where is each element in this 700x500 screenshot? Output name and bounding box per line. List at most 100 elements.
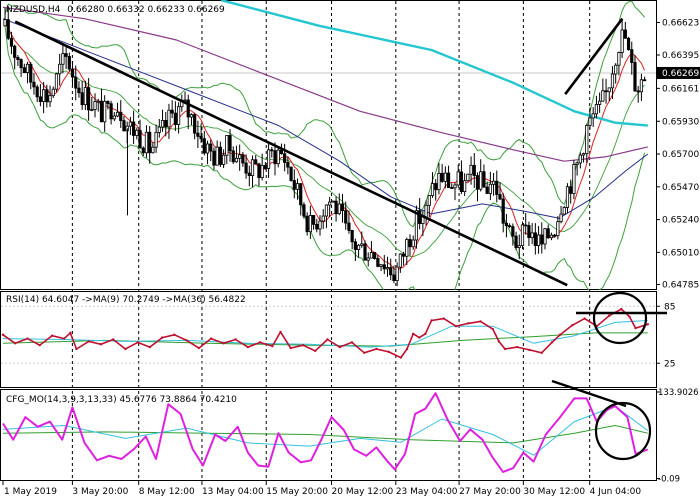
- rsi-point: [399, 356, 403, 359]
- candle-body: [270, 149, 274, 152]
- candle-body: [414, 210, 419, 241]
- candle-body: [437, 172, 441, 191]
- candle-body: [594, 104, 599, 115]
- candle-body: [241, 154, 245, 164]
- time-axis: 1 May 2019 3 May 20:00 8 May 12:00 13 May 0…: [2, 481, 642, 497]
- candle-body: [70, 68, 75, 78]
- candle-body: [80, 92, 84, 106]
- candle-body: [160, 119, 165, 128]
- candle-body: [424, 204, 428, 218]
- candle-body: [3, 19, 7, 27]
- rsi-point: [234, 338, 237, 341]
- candle-body: [607, 87, 611, 93]
- candle-body: [450, 187, 454, 189]
- time-label: 30 May 12:00: [523, 487, 585, 497]
- candle-body: [141, 147, 145, 154]
- cfg-tick-label: -0.09: [658, 474, 680, 484]
- rsi-point: [540, 351, 543, 354]
- candle-body: [421, 216, 425, 224]
- rsi-point: [528, 348, 531, 352]
- candle-body: [87, 87, 91, 111]
- candle-body: [167, 109, 171, 128]
- candle-body: [135, 129, 139, 136]
- rsi-point: [63, 337, 66, 340]
- cfg-tick-label: 133.9026: [658, 388, 699, 398]
- candle-body: [610, 73, 615, 89]
- candle-body: [559, 213, 563, 223]
- candle-body: [511, 226, 515, 237]
- candle-body: [565, 186, 570, 208]
- candle-body: [45, 89, 49, 103]
- rsi-point: [550, 341, 554, 344]
- time-label: 4 Jun 04:00: [590, 487, 642, 497]
- rsi-tick-label: 85: [664, 302, 675, 312]
- candle-body: [585, 125, 589, 155]
- candle-body: [61, 53, 65, 65]
- candle-body: [491, 180, 496, 185]
- candle-body: [479, 171, 483, 190]
- rsi-point: [503, 347, 507, 351]
- candle-body: [614, 64, 618, 75]
- candle-body: [90, 109, 94, 111]
- candle-body: [109, 103, 113, 120]
- rsi-point: [1, 333, 5, 336]
- candle-body: [238, 154, 242, 159]
- candlesticks: [3, 7, 647, 286]
- candle-body: [99, 100, 104, 123]
- candle-body: [533, 232, 537, 247]
- candle-body: [299, 183, 303, 206]
- candle-body: [588, 117, 592, 126]
- rsi-point: [497, 340, 501, 343]
- candle-body: [536, 234, 541, 247]
- candle-body: [83, 87, 87, 106]
- rsi-point: [246, 345, 250, 349]
- candle-body: [389, 267, 393, 276]
- rsi-axis: 85 25: [656, 302, 675, 369]
- candle-body: [405, 239, 409, 257]
- candle-body: [13, 45, 17, 58]
- candle-body: [350, 229, 354, 243]
- candle-body: [562, 207, 566, 215]
- cfg-main-line: [2, 392, 649, 473]
- candle-body: [324, 204, 329, 217]
- price-label: 0.66395: [662, 51, 699, 61]
- cfg-lines: [2, 392, 649, 473]
- time-label: 23 May 04:00: [396, 487, 458, 497]
- rsi-point: [387, 350, 390, 354]
- rsi-point: [454, 325, 458, 328]
- candle-body: [581, 153, 586, 156]
- candle-body: [434, 183, 438, 191]
- candle-body: [498, 194, 502, 200]
- candle-body: [520, 224, 525, 247]
- candle-body: [488, 183, 492, 194]
- candle-body: [67, 56, 71, 70]
- candle-body: [456, 171, 460, 186]
- candle-body: [360, 243, 364, 246]
- candle-body: [495, 180, 499, 195]
- candle-body: [466, 173, 470, 182]
- cfg-signal1-line: [2, 405, 649, 456]
- candle-body: [103, 101, 107, 123]
- candle-body: [193, 114, 197, 134]
- candle-body: [302, 204, 306, 217]
- candle-body: [260, 165, 264, 178]
- candle-body: [38, 96, 42, 103]
- cfg-pane-frame: [0, 389, 657, 481]
- candle-body: [443, 172, 447, 182]
- time-label: 3 May 20:00: [72, 487, 128, 497]
- candle-body: [254, 159, 258, 165]
- rsi-point: [558, 333, 562, 336]
- candle-body: [189, 114, 194, 118]
- time-label: 20 May 12:00: [332, 487, 394, 497]
- candle-body: [504, 222, 509, 226]
- rsi-point: [258, 341, 262, 344]
- candle-body: [202, 138, 206, 154]
- rsi-point: [99, 343, 103, 346]
- price-axis: 0.66623 0.66395 0.66161 0.65930 0.65700 0.654…: [656, 19, 700, 290]
- rsi-point: [50, 334, 54, 337]
- candle-body: [530, 232, 534, 238]
- rsi-point: [375, 347, 378, 351]
- rsi-point: [424, 332, 427, 335]
- candle-body: [164, 119, 168, 128]
- rsi-point: [314, 349, 317, 353]
